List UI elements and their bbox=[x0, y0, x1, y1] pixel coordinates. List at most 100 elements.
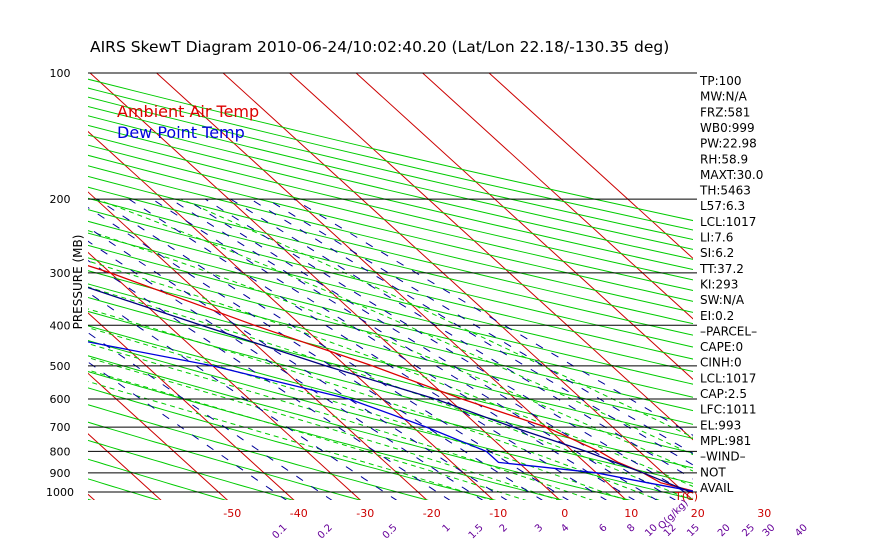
stability-index-text: TP:100 bbox=[699, 74, 742, 88]
isotherm-line bbox=[488, 73, 693, 260]
chart-title: AIRS SkewT Diagram 2010-06-24/10:02:40.2… bbox=[90, 38, 669, 56]
bottom-temp-tick-label: -50 bbox=[223, 507, 241, 520]
dry-adiabat-line bbox=[88, 105, 693, 250]
bottom-temp-tick-label: -40 bbox=[290, 507, 308, 520]
dry-adiabat-line bbox=[88, 197, 693, 348]
dry-adiabat-line bbox=[88, 175, 693, 325]
dry-adiabat-line bbox=[88, 134, 693, 281]
isotherm-line bbox=[421, 73, 693, 320]
series-line bbox=[88, 286, 691, 493]
stability-index-text: WB0:999 bbox=[700, 121, 755, 135]
moist-adiabat-line bbox=[88, 230, 693, 472]
dry-adiabat-line bbox=[88, 296, 693, 454]
stability-index-text: LFC:1011 bbox=[700, 403, 757, 417]
bottom-temp-tick-label: -30 bbox=[356, 507, 374, 520]
dry-adiabat-line bbox=[88, 270, 693, 425]
moist-adiabat-line bbox=[88, 380, 494, 500]
mixing-ratio-tick-label: 20 bbox=[716, 522, 733, 539]
stability-index-text: EI:0.2 bbox=[700, 309, 734, 323]
mixing-ratio-line bbox=[128, 198, 607, 500]
dry-adiabat-line bbox=[88, 421, 362, 500]
moist-adiabat-line bbox=[88, 357, 560, 500]
mixing-ratio-line bbox=[88, 291, 398, 500]
profile-series bbox=[88, 264, 693, 493]
pressure-tick-label: 400 bbox=[50, 319, 71, 332]
pressure-tick-label: 200 bbox=[50, 193, 71, 206]
mixing-ratio-tick-label: 3 bbox=[533, 522, 545, 534]
mixing-ratio-tick-label: 0.5 bbox=[381, 522, 400, 541]
stability-index-text: SW:N/A bbox=[700, 293, 745, 307]
mixing-ratio-line bbox=[250, 198, 693, 466]
temp-unit-label: T(C) bbox=[674, 490, 698, 503]
stability-index-text: AVAIL bbox=[700, 481, 734, 495]
moist-adiabat-line bbox=[88, 327, 627, 500]
dry-adiabat-line bbox=[88, 325, 693, 484]
isotherm-line bbox=[88, 372, 229, 500]
dry-adiabat-line bbox=[88, 124, 693, 270]
stability-index-text: RH:58.9 bbox=[700, 152, 748, 166]
stability-index-text: PW:22.98 bbox=[700, 137, 757, 151]
pressure-tick-label: 600 bbox=[50, 393, 71, 406]
mixing-ratio-line bbox=[185, 198, 676, 500]
isotherm-line bbox=[0, 54, 29, 501]
dry-adiabat-line bbox=[88, 458, 227, 500]
stability-index-text: LCL:1017 bbox=[700, 371, 756, 385]
stability-index-text: SI:6.2 bbox=[700, 246, 734, 260]
moist-adiabat-line bbox=[96, 198, 693, 456]
mixing-ratio-tick-label: 25 bbox=[740, 522, 757, 539]
pressure-tick-label: 700 bbox=[50, 421, 71, 434]
bottom-temp-tick-label: -20 bbox=[423, 507, 441, 520]
stability-index-text: MW:N/A bbox=[700, 90, 748, 104]
pressure-tick-label: 800 bbox=[50, 445, 71, 458]
stability-index-text: LCL:1017 bbox=[700, 215, 756, 229]
bottom-temp-tick-label: 20 bbox=[691, 507, 705, 520]
dry-adiabat-lines bbox=[0, 54, 693, 501]
stability-index-text: –PARCEL– bbox=[700, 324, 757, 338]
dry-adiabat-line bbox=[0, 54, 26, 501]
mixing-ratio-tick-label: 0.1 bbox=[270, 522, 289, 541]
dry-adiabat-line bbox=[88, 387, 497, 500]
isotherm-line bbox=[88, 251, 362, 500]
mixing-ratio-line bbox=[88, 240, 484, 500]
isotherm-line bbox=[222, 73, 693, 500]
mixing-ratio-lines bbox=[88, 198, 693, 500]
dry-adiabat-line bbox=[88, 209, 693, 360]
y-axis-label: PRESSURE (MB) bbox=[71, 235, 85, 330]
pressure-tick-label: 100 bbox=[50, 67, 71, 80]
mixing-ratio-line bbox=[96, 198, 569, 500]
pressure-tick-label: 900 bbox=[50, 467, 71, 480]
isotherm-line bbox=[88, 312, 295, 500]
mixing-ratio-tick-label: 1 bbox=[441, 522, 453, 534]
isotherm-line bbox=[88, 191, 428, 500]
stability-index-text: L57:6.3 bbox=[700, 199, 745, 213]
pressure-tick-label: 500 bbox=[50, 360, 71, 373]
dry-adiabat-line bbox=[88, 355, 631, 500]
dry-adiabat-line bbox=[88, 220, 693, 373]
dry-adiabat-line bbox=[88, 283, 693, 439]
stability-index-text: –WIND– bbox=[700, 450, 746, 464]
mixing-ratio-line bbox=[151, 198, 636, 500]
mixing-ratio-line bbox=[88, 206, 543, 500]
mixing-ratio-line bbox=[170, 198, 658, 500]
bottom-temp-tick-label: 30 bbox=[757, 507, 771, 520]
dry-adiabat-line bbox=[88, 257, 693, 412]
mixing-ratio-line bbox=[230, 198, 693, 480]
dry-adiabat-line bbox=[88, 144, 693, 292]
mixing-ratio-tick-label: 40 bbox=[793, 522, 810, 539]
dry-adiabat-line bbox=[88, 115, 693, 260]
mixing-ratio-tick-label: 8 bbox=[625, 522, 637, 534]
moist-adiabat-line bbox=[180, 198, 693, 438]
bottom-temp-tick-label: 10 bbox=[624, 507, 638, 520]
stability-index-text: NOT bbox=[700, 465, 726, 479]
mixing-ratio-tick-label: 0.2 bbox=[316, 522, 335, 541]
dry-adiabat-line bbox=[88, 165, 693, 313]
legend-dew-point-temp: Dew Point Temp bbox=[117, 123, 245, 142]
dry-adiabat-line bbox=[88, 310, 693, 469]
stability-index-text: MPL:981 bbox=[700, 434, 751, 448]
dry-adiabat-line bbox=[88, 244, 693, 398]
stability-index-text: CAP:2.5 bbox=[700, 387, 747, 401]
stability-index-text: EL:993 bbox=[700, 418, 741, 432]
moist-adiabat-line bbox=[88, 343, 593, 500]
